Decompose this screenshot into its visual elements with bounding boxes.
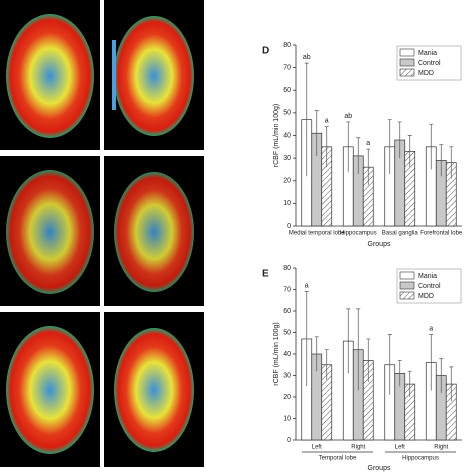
x-tick-label: Basal ganglia — [382, 231, 419, 237]
y-tick-label: 10 — [283, 200, 291, 207]
legend-label: Mania — [418, 50, 437, 57]
y-tick-label: 80 — [283, 265, 291, 272]
brain-scan — [6, 170, 94, 294]
error-bar — [346, 121, 351, 172]
y-tick-label: 30 — [283, 155, 291, 162]
error-bar — [356, 137, 361, 174]
error-bar — [429, 123, 434, 170]
x-tick-label: Medial temporal lobe — [289, 231, 345, 237]
legend-swatch — [399, 291, 415, 300]
error-bar — [366, 148, 371, 186]
y-tick-label: 70 — [283, 286, 291, 293]
y-tick-label: 20 — [283, 178, 291, 185]
brain-scan — [114, 172, 194, 292]
legend-swatch — [399, 58, 415, 67]
y-axis-label: rCBF (mL/min 100g) — [273, 104, 280, 167]
annotation: ab — [344, 113, 352, 120]
y-tick-label: 60 — [283, 87, 291, 94]
y-axis-label: rCBF (mL/min 100g) — [273, 322, 280, 385]
legend-swatch — [399, 271, 415, 280]
y-tick-label: 30 — [283, 372, 291, 379]
error-bar — [304, 291, 309, 387]
error-bar — [324, 349, 329, 380]
y-tick-label: 20 — [283, 394, 291, 401]
annotation: a — [429, 325, 433, 332]
x-tick-label: Left — [395, 445, 405, 451]
y-tick-label: 80 — [283, 42, 291, 49]
y-tick-label: 0 — [287, 223, 291, 230]
error-bar — [387, 119, 392, 174]
error-bar — [314, 110, 319, 156]
legend-label: Mania — [418, 273, 437, 280]
annotation: a — [366, 140, 370, 147]
error-bar — [439, 357, 444, 393]
x-tick-label: Right — [351, 445, 365, 451]
y-tick-label: 40 — [283, 351, 291, 358]
error-bar — [449, 366, 454, 402]
error-bar — [324, 126, 329, 168]
x-tick-label: Forefrontal lobe — [420, 231, 463, 237]
y-tick-label: 40 — [283, 132, 291, 139]
brain-images — [0, 0, 204, 467]
annotation: ab — [303, 54, 311, 61]
error-bar — [449, 146, 454, 179]
group-label: Hippocampus — [402, 456, 439, 462]
legend-swatch — [399, 68, 415, 77]
group-label: Temporal lobe — [319, 456, 357, 462]
y-tick-label: 10 — [283, 415, 291, 422]
error-bar — [407, 370, 412, 397]
legend-label: MDD — [418, 70, 434, 77]
error-bar — [314, 336, 319, 372]
error-bar — [356, 308, 361, 391]
error-bar — [439, 144, 444, 177]
error-bar — [366, 338, 371, 382]
x-tick-label: Left — [312, 445, 322, 451]
brain-scan — [114, 16, 194, 136]
legend-label: Control — [418, 60, 441, 67]
error-bar — [397, 121, 402, 159]
error-bar — [429, 334, 434, 391]
legend-swatch — [399, 281, 415, 290]
y-tick-label: 60 — [283, 308, 291, 315]
y-tick-label: 0 — [287, 437, 291, 444]
error-bar — [304, 62, 309, 177]
y-tick-label: 50 — [283, 110, 291, 117]
error-bar — [346, 308, 351, 374]
error-bar — [387, 334, 392, 395]
panel-label: D — [262, 46, 269, 57]
color-scale — [112, 40, 116, 110]
x-tick-label: Hippocampus — [340, 231, 377, 237]
error-bar — [397, 360, 402, 387]
panel-label: E — [262, 269, 269, 280]
y-tick-label: 70 — [283, 64, 291, 71]
y-tick-label: 50 — [283, 329, 291, 336]
error-bar — [407, 135, 412, 168]
brain-scan — [6, 14, 94, 138]
legend-label: MDD — [418, 293, 434, 300]
brain-scan — [114, 328, 194, 452]
brain-scan — [6, 326, 94, 454]
annotation: a — [305, 282, 309, 289]
annotation: a — [325, 117, 329, 124]
legend-label: Control — [418, 283, 441, 290]
x-axis-label: Groups — [368, 241, 391, 248]
x-axis-label: Groups — [368, 465, 391, 472]
x-tick-label: Right — [434, 445, 448, 451]
legend-swatch — [399, 48, 415, 57]
